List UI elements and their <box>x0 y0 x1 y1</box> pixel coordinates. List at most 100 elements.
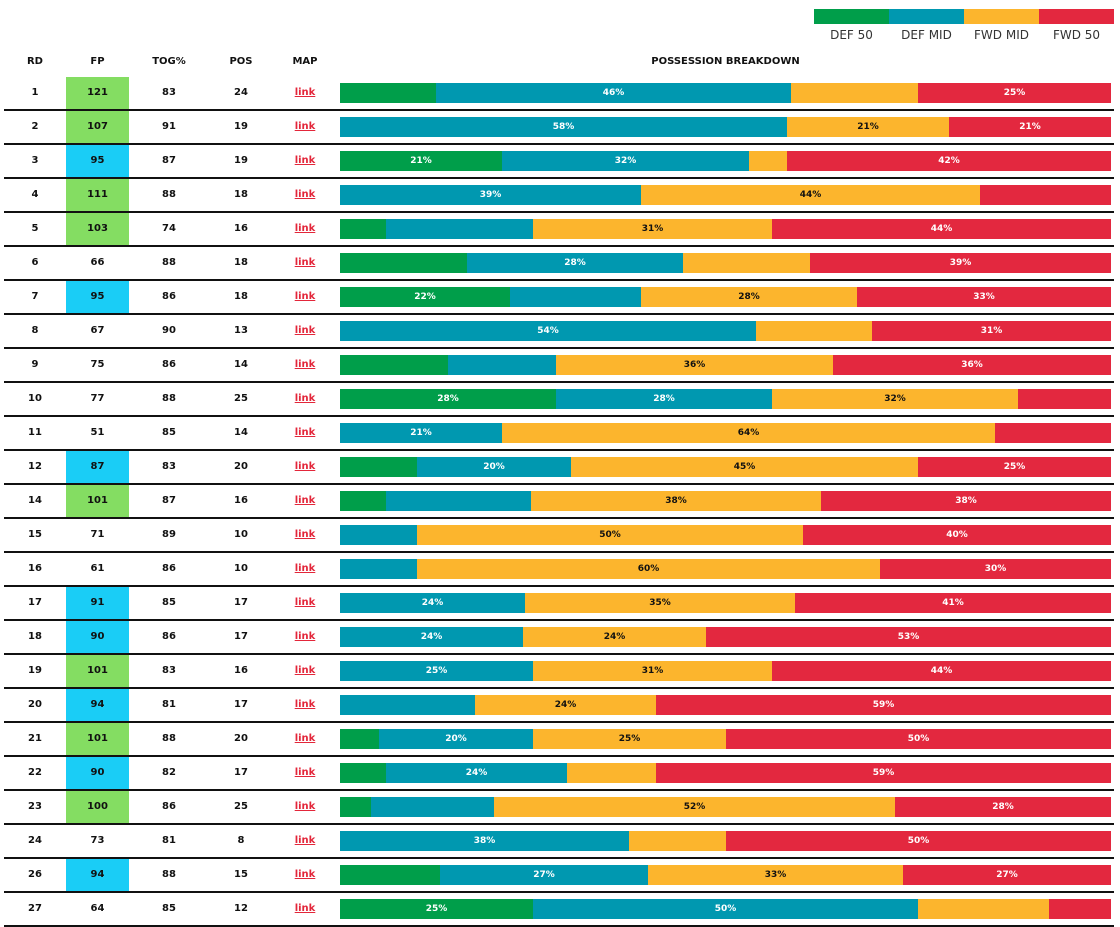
bar-segment-def-mid: 32% <box>502 151 749 171</box>
fp-cell: 71 <box>66 519 129 551</box>
pos-cell: 12 <box>234 903 248 914</box>
pos-cell: 17 <box>234 597 248 608</box>
possession-bar: 27% 33% 27% <box>340 865 1111 885</box>
map-link[interactable]: link <box>294 835 316 846</box>
bar-segment-def-mid: 38% <box>340 831 629 851</box>
map-link[interactable]: link <box>294 495 316 506</box>
map-cell: link <box>275 655 335 687</box>
bar-segment-fwd-mid <box>749 151 787 171</box>
tog-cell: 86 <box>162 291 176 302</box>
map-cell: link <box>275 723 335 755</box>
map-link[interactable]: link <box>294 427 316 438</box>
table-row: 16 61 86 10 link 60% 30% <box>0 553 1120 587</box>
rd-cell: 20 <box>28 699 42 710</box>
pos-cell: 16 <box>234 223 248 234</box>
map-link[interactable]: link <box>294 359 316 370</box>
rd-cell: 24 <box>28 835 42 846</box>
fp-cell: 101 <box>66 485 129 517</box>
map-link[interactable]: link <box>294 801 316 812</box>
map-link[interactable]: link <box>294 665 316 676</box>
map-link[interactable]: link <box>294 597 316 608</box>
rd-cell: 10 <box>28 393 42 404</box>
pos-cell: 8 <box>237 835 245 846</box>
legend-item: DEF MID <box>889 9 964 44</box>
fp-cell: 87 <box>66 451 129 483</box>
bar-segment-def-50: 22% <box>340 287 510 307</box>
map-link[interactable]: link <box>294 529 316 540</box>
map-link[interactable]: link <box>294 121 316 132</box>
map-link[interactable]: link <box>294 733 316 744</box>
tog-cell: 82 <box>162 767 176 778</box>
possession-bar: 22% 28% 33% <box>340 287 1111 307</box>
fp-cell: 91 <box>66 587 129 619</box>
bar-segment-def-50: 28% <box>340 389 556 409</box>
bar-segment-fwd-mid: 35% <box>525 593 795 613</box>
map-link[interactable]: link <box>294 189 316 200</box>
bar-segment-def-mid: 20% <box>379 729 533 749</box>
row-divider <box>4 687 1114 689</box>
row-divider <box>4 721 1114 723</box>
tog-cell: 90 <box>162 325 176 336</box>
map-link[interactable]: link <box>294 155 316 166</box>
bar-segment-def-50 <box>340 83 436 103</box>
rd-cell: 26 <box>28 869 42 880</box>
rd-cell: 19 <box>28 665 42 676</box>
fp-cell: 95 <box>66 145 129 177</box>
rd-cell: 2 <box>31 121 39 132</box>
pos-cell: 18 <box>234 189 248 200</box>
map-link[interactable]: link <box>294 767 316 778</box>
bar-segment-def-mid: 24% <box>340 627 523 647</box>
map-link[interactable]: link <box>294 257 316 268</box>
bar-segment-fwd-50: 31% <box>872 321 1111 341</box>
bar-segment-fwd-mid <box>629 831 726 851</box>
row-divider <box>4 109 1114 111</box>
map-cell: link <box>275 417 335 449</box>
bar-segment-fwd-mid: 32% <box>772 389 1018 409</box>
bar-segment-fwd-mid: 64% <box>502 423 995 443</box>
map-link[interactable]: link <box>294 461 316 472</box>
possession-bar: 20% 25% 50% <box>340 729 1111 749</box>
map-link[interactable]: link <box>294 223 316 234</box>
table-row: 21 101 88 20 link 20% 25% 50% <box>0 723 1120 757</box>
map-cell: link <box>275 621 335 653</box>
bar-segment-fwd-mid: 25% <box>533 729 726 749</box>
table-row: 15 71 89 10 link 50% 40% <box>0 519 1120 553</box>
map-link[interactable]: link <box>294 291 316 302</box>
bar-segment-fwd-50: 36% <box>833 355 1111 375</box>
map-link[interactable]: link <box>294 563 316 574</box>
possession-bar: 39% 44% <box>340 185 1111 205</box>
table-row: 2 107 91 19 link 58% 21% 21% <box>0 111 1120 145</box>
legend-item: FWD MID <box>964 9 1039 44</box>
map-link[interactable]: link <box>294 325 316 336</box>
row-divider <box>4 925 1114 927</box>
rd-cell: 14 <box>28 495 42 506</box>
bar-segment-fwd-mid: 45% <box>571 457 918 477</box>
map-cell: link <box>275 757 335 789</box>
map-link[interactable]: link <box>294 869 316 880</box>
bar-segment-fwd-50: 27% <box>903 865 1111 885</box>
bar-segment-def-mid: 21% <box>340 423 502 443</box>
possession-bar: 38% 38% <box>340 491 1111 511</box>
tog-cell: 85 <box>162 427 176 438</box>
row-divider <box>4 143 1114 145</box>
map-link[interactable]: link <box>294 631 316 642</box>
bar-segment-fwd-mid: 60% <box>417 559 880 579</box>
map-link[interactable]: link <box>294 87 316 98</box>
possession-bar: 52% 28% <box>340 797 1111 817</box>
tog-cell: 86 <box>162 359 176 370</box>
map-cell: link <box>275 791 335 823</box>
table-header: RD FP TOG% POS MAP POSSESSION BREAKDOWN <box>0 56 1120 78</box>
possession-bar: 24% 24% 53% <box>340 627 1111 647</box>
map-link[interactable]: link <box>294 699 316 710</box>
pos-cell: 24 <box>234 87 248 98</box>
rd-cell: 16 <box>28 563 42 574</box>
row-divider <box>4 551 1114 553</box>
bar-segment-def-mid: 54% <box>340 321 756 341</box>
pos-cell: 16 <box>234 665 248 676</box>
map-link[interactable]: link <box>294 393 316 404</box>
fp-cell: 94 <box>66 689 129 721</box>
bar-segment-def-50 <box>340 355 448 375</box>
map-link[interactable]: link <box>294 903 316 914</box>
tog-cell: 86 <box>162 563 176 574</box>
tog-cell: 87 <box>162 495 176 506</box>
